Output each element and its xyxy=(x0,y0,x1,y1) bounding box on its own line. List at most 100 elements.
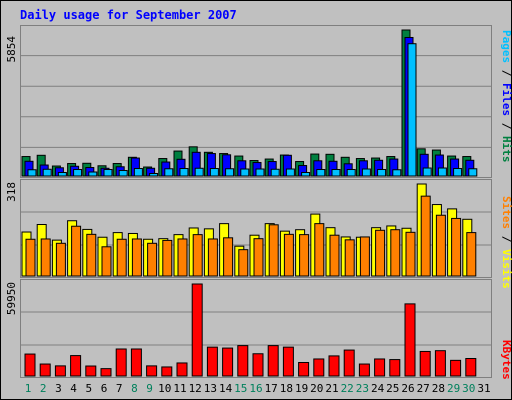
bar-kbytes-day-29 xyxy=(450,359,462,377)
bar-kbytes-day-4 xyxy=(70,355,82,377)
bar-sites-day-28 xyxy=(435,214,446,277)
legend-visits: Visits xyxy=(500,249,512,289)
bar-kbytes-day-15 xyxy=(237,345,249,377)
x-tick-label-7: 7 xyxy=(116,382,123,395)
legend-hits: Hits xyxy=(500,136,512,163)
legend-files: Files xyxy=(500,83,512,116)
x-tick-label-24: 24 xyxy=(371,382,385,395)
bar-sites-day-5 xyxy=(86,233,97,277)
bar-sites-day-4 xyxy=(71,225,82,277)
bar-pages-day-12 xyxy=(194,167,204,177)
legend-separator: / xyxy=(500,63,512,83)
bar-kbytes-day-26 xyxy=(404,303,416,377)
bar-kbytes-day-17 xyxy=(267,345,279,377)
x-tick-label-15: 15 xyxy=(234,382,247,395)
bar-pages-day-9 xyxy=(149,173,159,177)
bar-kbytes-day-30 xyxy=(465,358,477,377)
x-tick-label-17: 17 xyxy=(265,382,278,395)
bar-pages-day-4 xyxy=(73,169,83,177)
bar-kbytes-day-22 xyxy=(343,349,355,377)
bar-sites-day-6 xyxy=(101,246,112,277)
x-tick-label-13: 13 xyxy=(204,382,217,395)
chart-title: Daily usage for September 2007 xyxy=(20,8,237,22)
x-tick-label-29: 29 xyxy=(447,382,460,395)
bar-sites-day-8 xyxy=(131,238,142,277)
legend-separator: / xyxy=(500,229,512,249)
bar-kbytes-day-16 xyxy=(252,353,264,377)
x-tick-label-16: 16 xyxy=(249,382,262,395)
bar-pages-day-14 xyxy=(225,168,235,177)
bar-kbytes-day-25 xyxy=(389,359,401,377)
bar-sites-day-19 xyxy=(299,234,310,277)
y-max-label: 5854 xyxy=(5,36,18,63)
x-tick-label-10: 10 xyxy=(158,382,171,395)
bar-kbytes-day-13 xyxy=(206,346,218,377)
series-legend: KBytes xyxy=(500,340,512,380)
bar-pages-day-2 xyxy=(42,168,52,177)
bar-kbytes-day-21 xyxy=(328,355,340,377)
bar-sites-day-23 xyxy=(359,236,370,277)
x-tick-label-5: 5 xyxy=(85,382,92,395)
x-tick-label-20: 20 xyxy=(310,382,323,395)
x-tick-label-1: 1 xyxy=(25,382,32,395)
bar-kbytes-day-11 xyxy=(176,362,188,377)
bar-sites-day-15 xyxy=(238,249,249,277)
bar-sites-day-22 xyxy=(344,239,355,277)
bar-pages-day-5 xyxy=(88,171,98,177)
legend-sites: Sites xyxy=(500,196,512,229)
x-tick-label-30: 30 xyxy=(462,382,475,395)
x-tick-label-8: 8 xyxy=(131,382,138,395)
bar-sites-day-25 xyxy=(390,229,401,277)
x-tick-label-14: 14 xyxy=(219,382,233,395)
bar-kbytes-day-12 xyxy=(191,283,203,377)
bar-kbytes-day-2 xyxy=(39,363,51,377)
bar-kbytes-day-7 xyxy=(115,348,127,377)
bar-kbytes-day-9 xyxy=(146,365,158,377)
bar-pages-day-11 xyxy=(179,168,189,177)
x-tick-label-27: 27 xyxy=(417,382,430,395)
bar-sites-day-27 xyxy=(420,195,431,277)
bar-sites-day-11 xyxy=(177,238,188,277)
bar-kbytes-day-18 xyxy=(282,346,294,377)
legend-kbytes: KBytes xyxy=(500,340,512,380)
x-tick-label-4: 4 xyxy=(70,382,77,395)
x-axis: 1 2 3 4 5 6 7 8 9 10 11 12 13 14 15 16 17 18 19 20 21 22 23 24 2… xyxy=(25,382,491,395)
x-tick-label-21: 21 xyxy=(325,382,338,395)
bar-sites-day-2 xyxy=(40,238,51,277)
x-tick-label-26: 26 xyxy=(401,382,414,395)
bar-kbytes-day-14 xyxy=(222,347,234,377)
x-tick-label-9: 9 xyxy=(146,382,153,395)
x-tick-label-22: 22 xyxy=(341,382,354,395)
bar-sites-day-16 xyxy=(253,238,264,277)
bar-kbytes-day-5 xyxy=(85,365,97,377)
bar-pages-day-10 xyxy=(164,168,174,177)
x-tick-label-19: 19 xyxy=(295,382,308,395)
bar-pages-day-20 xyxy=(316,169,326,177)
bar-sites-day-18 xyxy=(283,233,294,277)
bar-pages-day-28 xyxy=(437,167,447,177)
bar-pages-day-15 xyxy=(240,168,250,177)
series-legend: Sites / Visits xyxy=(500,196,512,289)
bar-sites-day-9 xyxy=(147,242,158,277)
x-tick-label-31: 31 xyxy=(477,382,490,395)
y-max-label: 318 xyxy=(5,182,18,202)
bar-kbytes-day-24 xyxy=(374,358,386,377)
x-tick-label-3: 3 xyxy=(55,382,62,395)
bar-pages-day-25 xyxy=(392,169,402,177)
bar-kbytes-day-23 xyxy=(358,363,370,377)
bar-sites-day-20 xyxy=(314,223,325,277)
bar-kbytes-day-20 xyxy=(313,358,325,377)
bar-sites-day-29 xyxy=(451,217,462,277)
x-tick-label-28: 28 xyxy=(432,382,445,395)
chart-bars xyxy=(21,29,491,377)
y-max-label: 59950 xyxy=(5,282,18,315)
bar-sites-day-14 xyxy=(223,237,234,277)
bar-sites-day-21 xyxy=(329,234,340,277)
bar-sites-day-10 xyxy=(162,239,173,277)
bar-pages-day-1 xyxy=(27,169,37,177)
bar-kbytes-day-27 xyxy=(419,350,431,377)
bar-pages-day-26 xyxy=(407,43,417,177)
bar-kbytes-day-6 xyxy=(100,368,112,377)
bar-kbytes-day-3 xyxy=(54,365,66,377)
